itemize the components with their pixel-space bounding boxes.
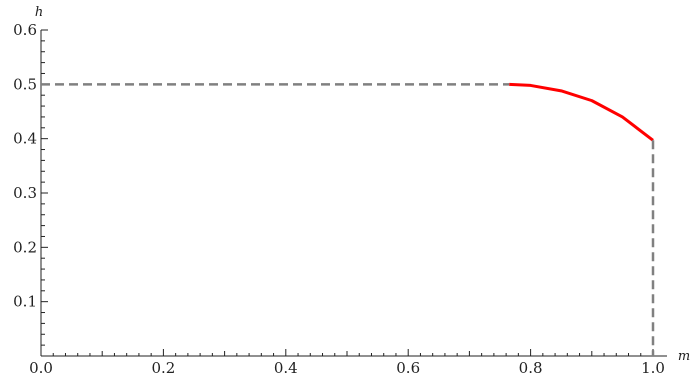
y-tick-label: 0.6 <box>13 21 37 39</box>
x-tick-label: 0.8 <box>519 359 543 377</box>
red-curve <box>509 82 654 142</box>
x-tick-label: 1.0 <box>641 359 665 377</box>
y-tick-label: 0.2 <box>13 238 37 256</box>
y-tick-label: 0.1 <box>13 293 37 311</box>
y-tick-label: 0.3 <box>13 184 37 202</box>
x-tick-label: 0.0 <box>29 359 53 377</box>
x-axis-label: m <box>678 349 690 364</box>
x-tick-label: 0.4 <box>274 359 298 377</box>
x-tick-label: 0.6 <box>396 359 420 377</box>
x-tick-label: 0.2 <box>151 359 175 377</box>
y-tick-label: 0.4 <box>13 130 37 148</box>
y-axis-label: h <box>35 5 43 20</box>
y-tick-label: 0.5 <box>13 75 37 93</box>
